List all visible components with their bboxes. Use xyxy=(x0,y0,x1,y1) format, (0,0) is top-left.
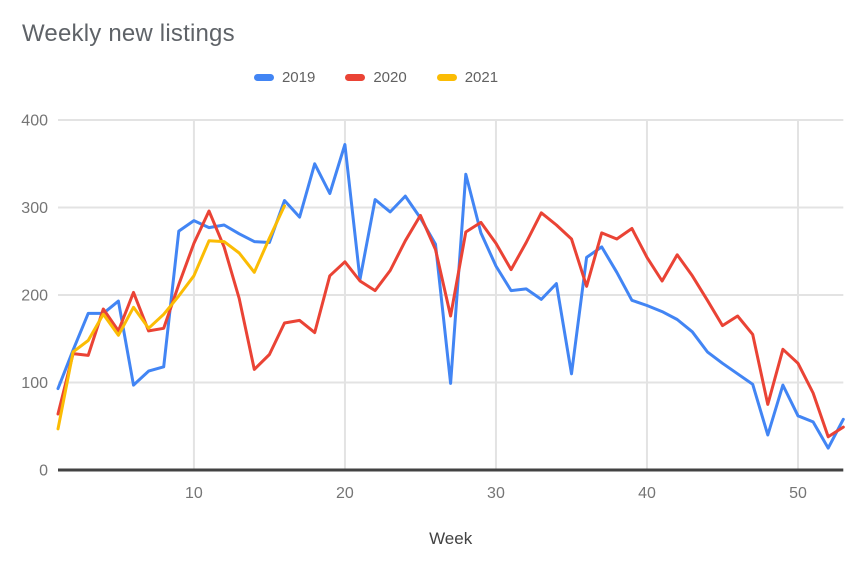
x-tick-label-30: 30 xyxy=(487,485,505,502)
legend-label-2021: 2021 xyxy=(464,69,499,86)
legend-swatch-2021 xyxy=(436,74,457,81)
legend-swatch-2019 xyxy=(253,74,274,81)
x-axis-label: Week xyxy=(429,529,473,548)
y-tick-label-400: 400 xyxy=(21,113,48,130)
legend-label-2020: 2020 xyxy=(373,69,407,86)
legend-item-2019: 2019 xyxy=(253,69,316,86)
x-tick-label-40: 40 xyxy=(638,485,656,502)
series-line-2019 xyxy=(56,143,845,450)
series-line-2021 xyxy=(56,204,286,431)
x-tick-label-20: 20 xyxy=(336,485,354,502)
legend-item-2021: 2021 xyxy=(436,69,499,86)
legend-item-2020: 2020 xyxy=(345,69,407,86)
x-tick-label-50: 50 xyxy=(789,485,807,502)
y-tick-label-100: 100 xyxy=(21,375,48,392)
y-tick-label-0: 0 xyxy=(39,463,48,480)
legend: 2019 2020 2021 xyxy=(0,69,752,86)
chart-title: Weekly new listings xyxy=(22,20,235,47)
legend-swatch-2020 xyxy=(345,74,366,81)
y-tick-label-300: 300 xyxy=(21,200,48,217)
legend-label-2019: 2019 xyxy=(281,69,316,86)
series-line-2020 xyxy=(56,209,845,439)
x-tick-label-10: 10 xyxy=(185,485,203,502)
y-tick-label-200: 200 xyxy=(21,288,48,305)
